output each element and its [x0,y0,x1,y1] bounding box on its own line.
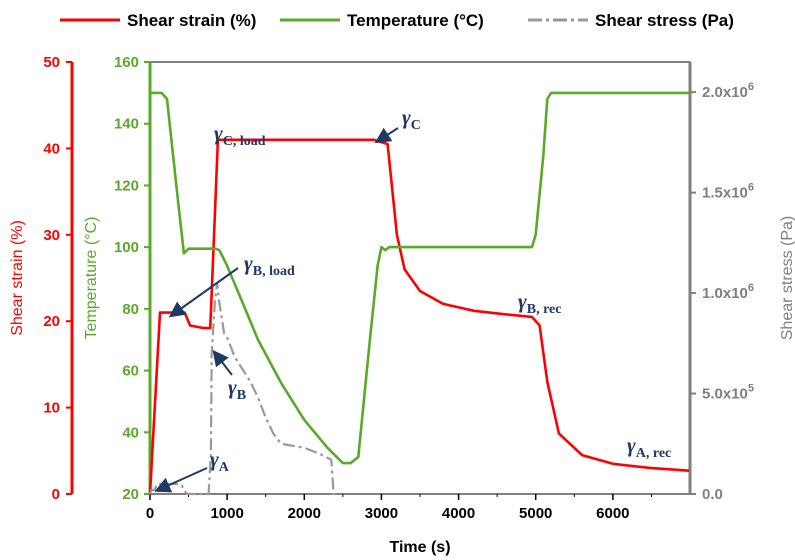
strain-tick-label: 50 [43,54,60,71]
svg-text:γB, rec: γB, rec [518,289,561,317]
stress-tick-label: 0.0 [702,486,723,503]
x-axis-title: Time (s) [389,539,450,556]
legend-label-temperature: Temperature (°C) [347,11,484,30]
arrow-gamma-c [374,127,399,144]
svg-text:γB: γB [228,375,246,403]
temperature-tick-label: 80 [122,301,139,318]
temperature-tick-label: 160 [114,54,139,71]
temperature-tick-label: 120 [114,177,139,194]
strain-axis-title: Shear strain (%) [9,220,26,336]
strain-tick-label: 0 [52,486,60,503]
svg-text:γC: γC [402,105,421,133]
stress-tick-label: 1.0x106 [702,282,754,302]
annotation-gamma-b: γB [212,349,246,403]
strain-tick-label: 10 [43,400,60,417]
arrow-gamma-a [154,467,208,493]
stress-tick-label: 2.0x106 [702,81,754,101]
strain-tick-label: 40 [43,140,60,157]
temperature-tick-label: 20 [122,486,139,503]
annotation-gamma-c: γC [374,105,421,144]
strain-tick-label: 30 [43,227,60,244]
x-tick-label: 1000 [210,505,243,522]
annotation-gamma-c-load: γC, load [214,121,266,149]
annotations: γC, load γC γB, load γB γB, rec γA γA, r… [154,105,671,493]
annotation-gamma-b-rec: γB, rec [518,289,561,317]
svg-text:γA, rec: γA, rec [627,433,671,461]
series-line-strain [148,138,690,495]
temperature-tick-label: 60 [122,363,139,380]
legend-label-stress: Shear stress (Pa) [595,11,734,30]
svg-text:γA: γA [210,447,230,475]
x-tick-label: 4000 [442,505,475,522]
legend-label-strain: Shear strain (%) [127,11,256,30]
x-tick-label: 6000 [596,505,629,522]
x-tick-label: 0 [146,505,154,522]
annotation-gamma-b-load: γB, load [168,251,295,318]
stress-axis-title: Shear stress (Pa) [779,216,795,340]
strain-tick-label: 20 [43,313,60,330]
svg-text:γC, load: γC, load [214,121,266,149]
x-tick-label: 2000 [288,505,321,522]
temperature-tick-label: 140 [114,116,139,133]
x-tick-label: 3000 [365,505,398,522]
svg-text:γB, load: γB, load [244,251,295,279]
annotation-gamma-a-rec: γA, rec [627,433,671,461]
stress-tick-label: 5.0x105 [702,383,754,403]
series-line-temperature [150,91,690,465]
annotation-gamma-a: γA [154,447,230,493]
temperature-tick-label: 40 [122,424,139,441]
arrow-gamma-b [212,349,233,376]
temperature-tick-label: 100 [114,239,139,256]
legend: Shear strain (%) Temperature (°C) Shear … [60,11,734,30]
temperature-axis-title: Temperature (°C) [83,217,100,340]
stress-tick-label: 1.5x106 [702,182,754,202]
arrow-gamma-b-load [168,267,239,318]
series-line-stress [148,281,336,496]
x-tick-label: 5000 [519,505,552,522]
